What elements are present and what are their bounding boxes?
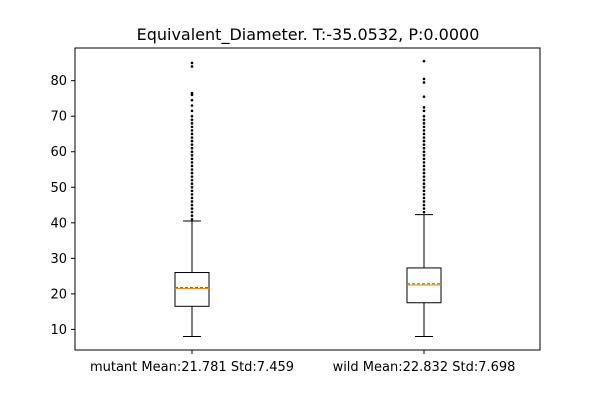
outlier-point: [422, 114, 426, 118]
outlier-point: [422, 109, 426, 113]
outlier-point: [422, 171, 426, 175]
outlier-point: [190, 193, 194, 196]
outlier-point: [422, 175, 426, 178]
outlier-point: [190, 200, 194, 203]
outlier-point: [190, 203, 194, 207]
y-tick-label: 50: [50, 181, 67, 196]
outlier-point: [190, 210, 194, 214]
outlier-point: [190, 139, 194, 143]
outlier-point: [190, 104, 194, 107]
outlier-point: [190, 65, 194, 68]
outlier-point: [422, 150, 426, 154]
plot-area: 10 20 30 40 50 60 70 80 mutant Mean:21.781 Std:7…: [50, 47, 541, 375]
outlier-point: [190, 182, 194, 186]
outlier-point: [190, 109, 194, 113]
outlier-point: [422, 210, 426, 214]
outlier-point: [190, 61, 194, 65]
outlier-point: [190, 150, 194, 154]
outlier-point: [422, 139, 426, 143]
outlier-point: [190, 178, 194, 182]
outlier-point: [422, 59, 426, 63]
outlier-point: [422, 132, 426, 136]
y-tick-label: 10: [50, 323, 67, 338]
outlier-point: [190, 146, 194, 150]
outlier-point: [422, 153, 426, 157]
outlier-point: [422, 203, 426, 207]
y-tick-label: 40: [50, 216, 67, 231]
outlier-point: [190, 114, 194, 118]
outlier-point: [190, 168, 194, 171]
outlier-point: [190, 118, 194, 122]
outlier-point: [190, 125, 194, 129]
outlier-point: [190, 214, 194, 217]
outlier-point: [190, 93, 194, 97]
outlier-point: [422, 118, 426, 122]
y-tick-label: 80: [50, 74, 67, 89]
outlier-point: [422, 185, 426, 189]
outlier-point: [190, 136, 194, 139]
iqr-box: [174, 272, 210, 307]
outlier-point: [422, 182, 426, 186]
outlier-point: [422, 178, 426, 182]
y-tick-label: 20: [50, 287, 67, 302]
chart-title: Equivalent_Diameter. T:-35.0532, P:0.000…: [137, 25, 480, 45]
outlier-point: [422, 189, 426, 193]
outlier-point: [190, 129, 194, 132]
outlier-point: [422, 207, 426, 210]
outlier-point: [422, 129, 426, 132]
outlier-point: [422, 161, 426, 164]
plot-frame: [74, 47, 541, 351]
outlier-point: [422, 81, 426, 84]
x-tick-label: mutant Mean:21.781 Std:7.459: [90, 360, 294, 375]
outlier-point: [422, 164, 426, 168]
outlier-point: [190, 185, 194, 189]
outlier-point: [190, 157, 194, 161]
outlier-point: [422, 136, 426, 139]
outlier-point: [422, 77, 426, 81]
outlier-point: [190, 98, 194, 102]
y-tick-label: 60: [50, 145, 67, 160]
outlier-point: [422, 193, 426, 196]
outlier-point: [190, 217, 194, 221]
outlier-point: [422, 143, 426, 146]
outlier-point: [422, 168, 426, 171]
outlier-point: [190, 196, 194, 200]
y-tick-label: 30: [50, 252, 67, 267]
outlier-point: [422, 196, 426, 200]
y-tick-label: 70: [50, 110, 67, 125]
outlier-point: [190, 207, 194, 210]
outlier-point: [422, 146, 426, 150]
outlier-point: [190, 132, 194, 136]
outlier-point: [190, 161, 194, 164]
outlier-point: [190, 122, 194, 125]
outlier-point: [422, 125, 426, 129]
outlier-point: [190, 189, 194, 193]
outlier-point: [190, 175, 194, 178]
outlier-point: [422, 200, 426, 203]
x-tick-label: wild Mean:22.832 Std:7.698: [333, 360, 516, 375]
outlier-point: [190, 153, 194, 157]
outlier-point: [422, 106, 426, 109]
outlier-point: [190, 91, 194, 95]
outlier-point: [190, 164, 194, 168]
outlier-point: [190, 143, 194, 146]
outlier-point: [190, 171, 194, 175]
outlier-point: [422, 95, 426, 98]
outlier-point: [422, 157, 426, 161]
outlier-point: [422, 122, 426, 125]
